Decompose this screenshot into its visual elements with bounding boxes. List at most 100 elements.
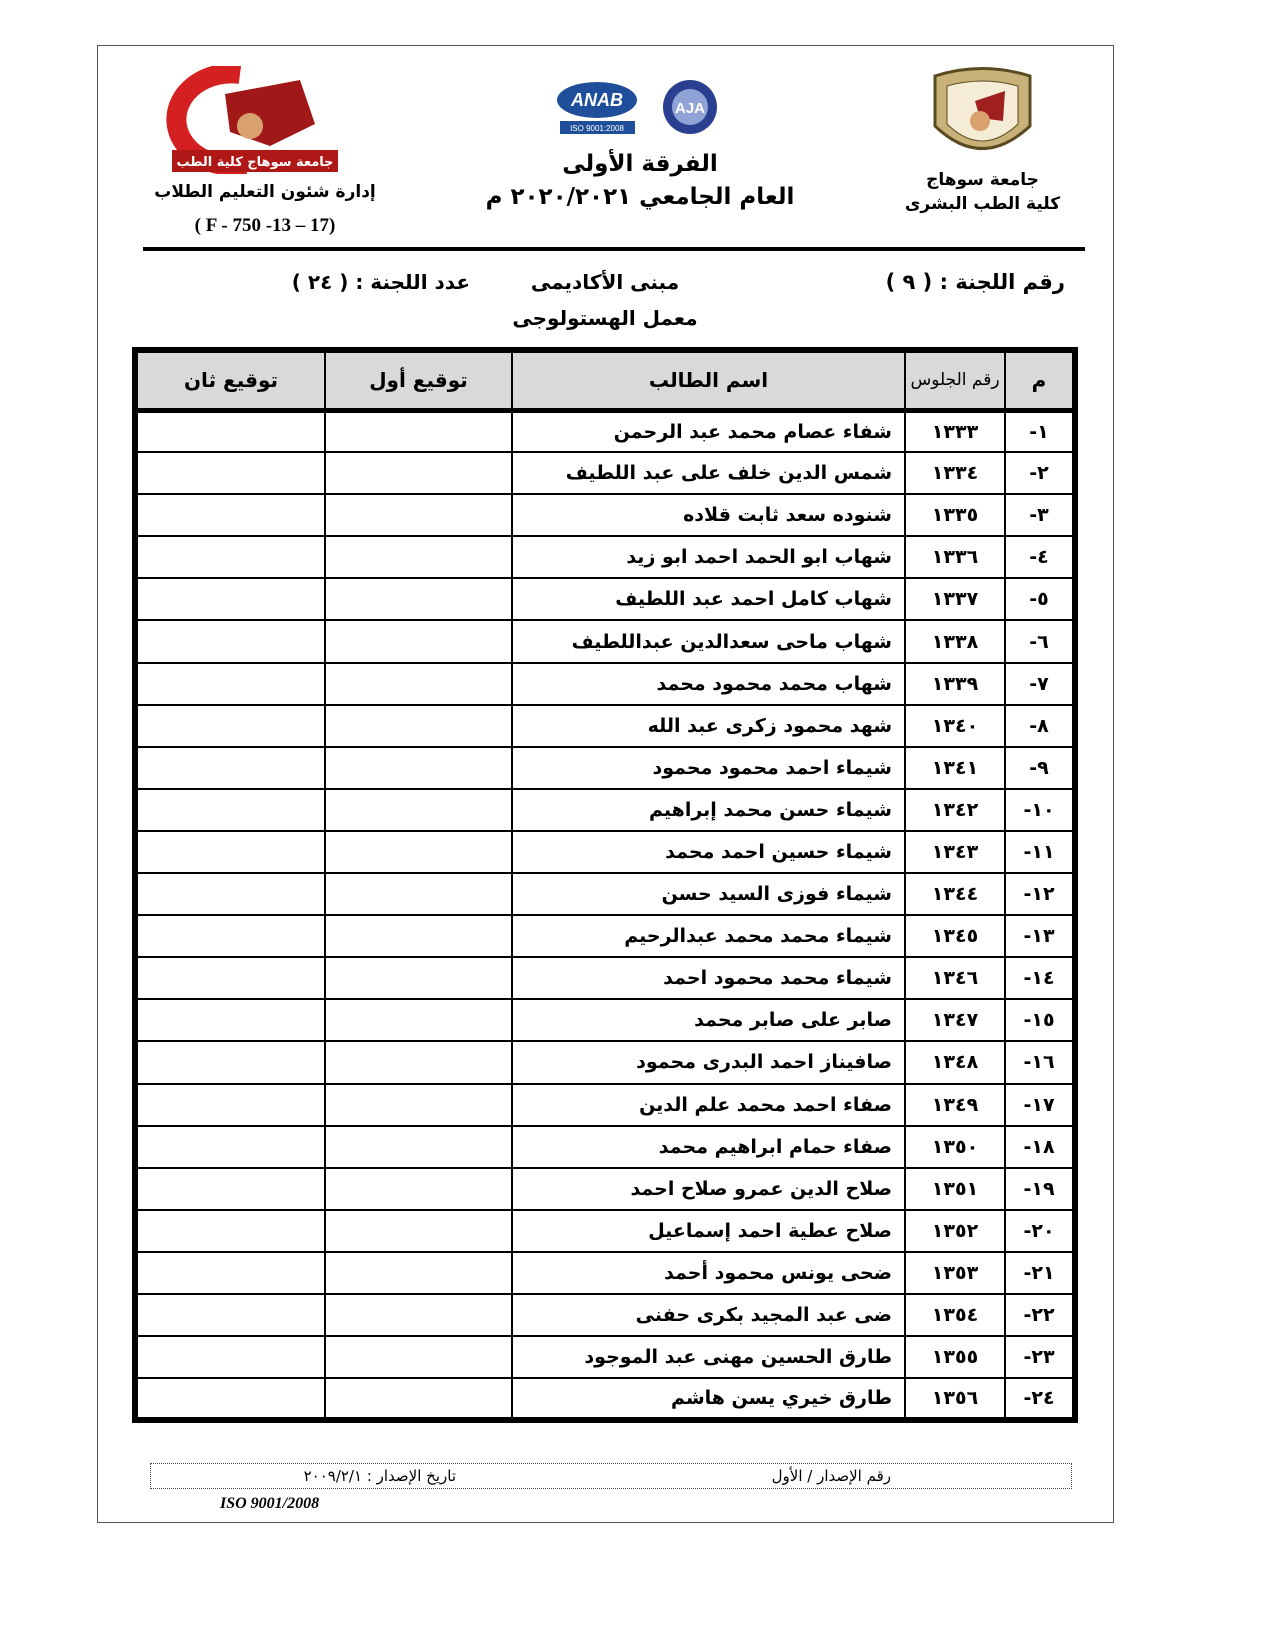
seat-number: ١٣٥١ — [904, 1166, 1006, 1211]
seat-number: ١٣٤٤ — [904, 872, 1006, 917]
first-signature-cell[interactable] — [324, 1377, 513, 1422]
seat-number: ١٣٤١ — [904, 745, 1006, 790]
student-name: شهاب كامل احمد عبد اللطيف — [511, 577, 906, 622]
row-index: ٣- — [1004, 493, 1076, 538]
first-signature-cell[interactable] — [324, 1335, 513, 1380]
student-name: شهاب محمد محمود محمد — [511, 661, 906, 706]
row-index: ٢- — [1004, 451, 1076, 496]
first-signature-cell[interactable] — [324, 1166, 513, 1211]
accreditation-logos: ANAB ISO 9001:2008 AJA — [557, 80, 717, 134]
second-signature-cell[interactable] — [134, 703, 326, 748]
student-name: طارق خيري يسن هاشم — [511, 1377, 906, 1422]
first-signature-cell[interactable] — [324, 1124, 513, 1169]
table-row: ١٩- ١٣٥١ صلاح الدين عمرو صلاح احمد — [134, 1166, 1076, 1211]
first-signature-cell[interactable] — [324, 914, 513, 959]
second-signature-cell[interactable] — [134, 577, 326, 622]
student-name: شيماء احمد محمود محمود — [511, 745, 906, 790]
row-index: ٩- — [1004, 745, 1076, 790]
university-name: جامعة سوهاج — [926, 170, 1039, 190]
aja-logo-text: AJA — [675, 100, 705, 117]
second-signature-cell[interactable] — [134, 1166, 326, 1211]
second-signature-cell[interactable] — [134, 956, 326, 1001]
row-index: ١٤- — [1004, 956, 1076, 1001]
row-index: ١٢- — [1004, 872, 1076, 917]
first-signature-cell[interactable] — [324, 1082, 513, 1127]
seat-number: ١٣٣٦ — [904, 535, 1006, 580]
first-signature-cell[interactable] — [324, 1208, 513, 1253]
header-seat-number: رقم الجلوس — [904, 349, 1006, 413]
second-signature-cell[interactable] — [134, 1208, 326, 1253]
table-row: ٢٤- ١٣٥٦ طارق خيري يسن هاشم — [134, 1377, 1076, 1422]
second-signature-cell[interactable] — [134, 872, 326, 917]
first-signature-cell[interactable] — [324, 535, 513, 580]
table-row: ٢١- ١٣٥٣ ضحى يونس محمود أحمد — [134, 1250, 1076, 1295]
first-signature-cell[interactable] — [324, 956, 513, 1001]
first-signature-cell[interactable] — [324, 619, 513, 664]
student-name: ضحى يونس محمود أحمد — [511, 1250, 906, 1295]
second-signature-cell[interactable] — [134, 1040, 326, 1085]
first-signature-cell[interactable] — [324, 577, 513, 622]
second-signature-cell[interactable] — [134, 745, 326, 790]
student-name: شهد محمود زكرى عبد الله — [511, 703, 906, 748]
second-signature-cell[interactable] — [134, 661, 326, 706]
first-signature-cell[interactable] — [324, 408, 513, 454]
seat-number: ١٣٣٨ — [904, 619, 1006, 664]
student-name: صلاح الدين عمرو صلاح احمد — [511, 1166, 906, 1211]
seat-number: ١٣٥٤ — [904, 1292, 1006, 1338]
second-signature-cell[interactable] — [134, 1292, 326, 1338]
second-signature-cell[interactable] — [134, 829, 326, 875]
seat-number: ١٣٥٦ — [904, 1377, 1006, 1422]
second-signature-cell[interactable] — [134, 1250, 326, 1295]
second-signature-cell[interactable] — [134, 787, 326, 832]
first-signature-cell[interactable] — [324, 1040, 513, 1085]
student-name: شيماء محمد محمد عبدالرحيم — [511, 914, 906, 959]
committee-number: رقم اللجنة : ( ٩ ) — [885, 270, 1065, 294]
first-signature-cell[interactable] — [324, 1250, 513, 1295]
second-signature-cell[interactable] — [134, 1335, 326, 1380]
second-signature-cell[interactable] — [134, 535, 326, 580]
table-row: ٧- ١٣٣٩ شهاب محمد محمود محمد — [134, 661, 1076, 706]
student-name: شمس الدين خلف على عبد اللطيف — [511, 451, 906, 496]
first-signature-cell[interactable] — [324, 787, 513, 832]
second-signature-cell[interactable] — [134, 619, 326, 664]
second-signature-cell[interactable] — [134, 1377, 326, 1422]
row-index: ١٣- — [1004, 914, 1076, 959]
second-signature-cell[interactable] — [134, 998, 326, 1043]
row-index: ١٠- — [1004, 787, 1076, 832]
first-signature-cell[interactable] — [324, 493, 513, 538]
seat-number: ١٣٤٢ — [904, 787, 1006, 832]
seat-number: ١٣٣٤ — [904, 451, 1006, 496]
table-row: ٢- ١٣٣٤ شمس الدين خلف على عبد اللطيف — [134, 451, 1076, 496]
table-row: ١٣- ١٣٤٥ شيماء محمد محمد عبدالرحيم — [134, 914, 1076, 959]
second-signature-cell[interactable] — [134, 451, 326, 496]
row-index: ٧- — [1004, 661, 1076, 706]
second-signature-cell[interactable] — [134, 1124, 326, 1169]
table-row: ١٢- ١٣٤٤ شيماء فوزى السيد حسن — [134, 872, 1076, 917]
issue-date: تاريخ الإصدار : ٢٠٠٩/٢/١ — [303, 1467, 456, 1485]
first-signature-cell[interactable] — [324, 829, 513, 875]
header-index: م — [1004, 349, 1076, 413]
first-signature-cell[interactable] — [324, 703, 513, 748]
second-signature-cell[interactable] — [134, 408, 326, 454]
first-signature-cell[interactable] — [324, 745, 513, 790]
row-index: ٢١- — [1004, 1250, 1076, 1295]
second-signature-cell[interactable] — [134, 1082, 326, 1127]
seat-number: ١٣٥٥ — [904, 1335, 1006, 1380]
first-signature-cell[interactable] — [324, 998, 513, 1043]
table-row: ١١- ١٣٤٣ شيماء حسين احمد محمد — [134, 829, 1076, 875]
first-signature-cell[interactable] — [324, 1292, 513, 1338]
row-index: ٢٣- — [1004, 1335, 1076, 1380]
second-signature-cell[interactable] — [134, 914, 326, 959]
first-signature-cell[interactable] — [324, 661, 513, 706]
first-signature-cell[interactable] — [324, 872, 513, 917]
second-signature-cell[interactable] — [134, 493, 326, 538]
seat-number: ١٣٤٨ — [904, 1040, 1006, 1085]
row-index: ٤- — [1004, 535, 1076, 580]
form-code: ( F - 750 -13 – 17) — [194, 215, 336, 236]
row-index: ٨- — [1004, 703, 1076, 748]
university-seal-logo — [933, 67, 1032, 150]
faculty-logo: جامعة سوهاج كلية الطب — [166, 66, 338, 174]
faculty-logo-text: جامعة سوهاج كلية الطب — [176, 155, 333, 170]
student-name: شيماء محمد محمود احمد — [511, 956, 906, 1001]
first-signature-cell[interactable] — [324, 451, 513, 496]
